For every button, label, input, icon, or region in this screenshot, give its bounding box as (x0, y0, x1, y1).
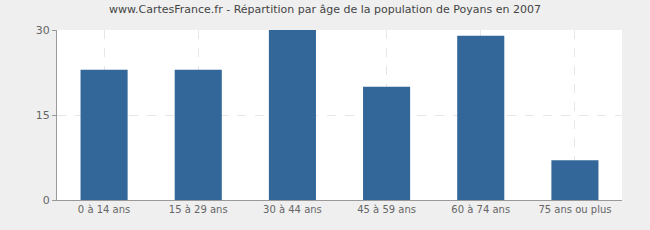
svg-text:0 à 14 ans: 0 à 14 ans (78, 204, 130, 215)
svg-text:60 à 74 ans: 60 à 74 ans (451, 204, 510, 215)
svg-text:15: 15 (36, 109, 50, 122)
svg-text:45 à 59 ans: 45 à 59 ans (357, 204, 416, 215)
svg-text:30 à 44 ans: 30 à 44 ans (263, 204, 322, 215)
svg-text:www.CartesFrance.fr - Répartit: www.CartesFrance.fr - Répartition par âg… (109, 3, 541, 16)
svg-text:15 à 29 ans: 15 à 29 ans (169, 204, 228, 215)
svg-text:75 ans ou plus: 75 ans ou plus (538, 204, 611, 215)
svg-text:0: 0 (43, 194, 50, 207)
svg-text:30: 30 (36, 24, 50, 37)
